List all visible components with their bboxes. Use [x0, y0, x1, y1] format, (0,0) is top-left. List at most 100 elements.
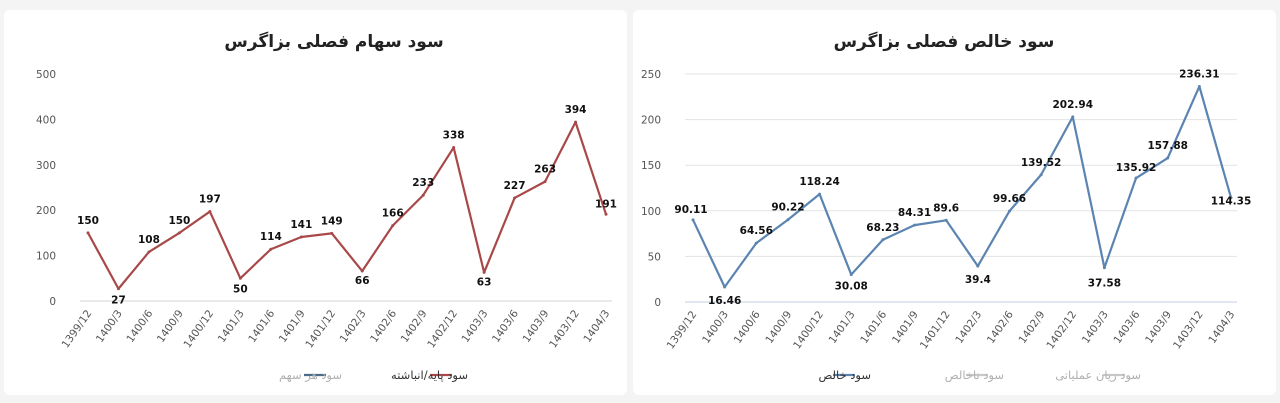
x-tick-label: 1400/6 [732, 309, 763, 346]
data-point [513, 196, 517, 200]
data-label: 99.66 [993, 193, 1026, 205]
data-label: 197 [199, 194, 221, 206]
data-point [391, 224, 395, 228]
x-tick-label: 1402/6 [985, 309, 1016, 346]
legend-label: سود هر سهم [279, 368, 342, 383]
data-label: 191 [595, 198, 617, 210]
data-label: 114.35 [1211, 196, 1252, 208]
chart-title: سود سهام فصلی بزاگرس [224, 31, 443, 52]
x-tick-label: 1402/9 [399, 308, 430, 345]
data-point [574, 120, 578, 124]
data-point [177, 231, 181, 235]
x-tick-label: 1400/12 [791, 309, 826, 352]
data-point [238, 276, 242, 280]
x-tick-label: 1402/3 [338, 308, 369, 345]
x-tick-label: 1404/3 [1206, 309, 1237, 346]
legend-item[interactable]: سود هر سهم [279, 368, 342, 383]
x-tick-label: 1400/9 [155, 308, 186, 345]
x-tick-label: 1400/3 [700, 309, 731, 346]
x-tick-label: 1402/3 [953, 309, 984, 346]
data-point [1039, 173, 1043, 177]
x-tick-label: 1401/6 [858, 309, 889, 346]
data-label: 37.58 [1088, 278, 1121, 290]
data-label: 84.31 [898, 207, 931, 219]
data-label: 89.6 [933, 202, 959, 214]
x-tick-label: 1400/3 [94, 308, 125, 345]
data-label: 166 [382, 208, 404, 220]
legend-item[interactable]: سود ناخالص [945, 368, 1004, 383]
chart-net-profit: سود خالص فصلی بزاگرس 0 50 100 150 200 250 1399… [641, 31, 1252, 383]
legend-item[interactable]: سود خالص [818, 368, 871, 383]
data-label: 227 [504, 180, 526, 192]
x-tick-label: 1401/9 [890, 309, 921, 346]
y-tick-label: 50 [648, 251, 661, 263]
x-tick-label: 1400/9 [763, 309, 794, 346]
y-tick-label: 500 [36, 69, 56, 81]
chart-dividends: سود سهام فصلی بزاگرس 0 100 200 300 400 500 139… [36, 31, 617, 383]
y-tick-label: 150 [641, 160, 661, 172]
data-point [1102, 266, 1106, 270]
data-point [1007, 209, 1011, 213]
data-point [360, 269, 364, 273]
data-point [976, 264, 980, 268]
y-tick-label: 0 [654, 297, 661, 309]
data-point [86, 231, 90, 235]
data-label: 90.22 [771, 202, 804, 214]
data-point [604, 212, 608, 216]
data-point [1071, 115, 1075, 119]
chart-panel-dividends: سود سهام فصلی بزاگرس 0 100 200 300 400 500 139… [4, 10, 627, 395]
data-point [482, 270, 486, 274]
x-tick-label: 1401/12 [918, 309, 953, 352]
y-tick-label: 100 [36, 251, 56, 263]
chart-title: سود خالص فصلی بزاگرس [834, 31, 1055, 52]
x-tick-label: 1402/9 [1017, 309, 1048, 346]
data-point [208, 210, 212, 214]
data-label: 27 [111, 295, 126, 307]
data-point [786, 218, 790, 222]
data-point [818, 192, 822, 196]
y-tick-label: 100 [641, 206, 661, 218]
x-tick-label: 1400/12 [181, 308, 216, 351]
x-tick-label: 1403/6 [1111, 309, 1142, 346]
data-label: 202.94 [1052, 99, 1093, 111]
x-tick-label: 1403/12 [1171, 309, 1206, 352]
x-tick-label: 1402/6 [368, 308, 399, 345]
data-point [944, 218, 948, 222]
data-label: 64.56 [740, 225, 773, 237]
x-tick-label: 1399/12 [60, 308, 95, 351]
data-label: 338 [443, 130, 465, 142]
data-label: 114 [260, 231, 282, 243]
data-point [1197, 84, 1201, 88]
data-label: 30.08 [835, 281, 868, 293]
data-point [691, 218, 695, 222]
x-tick-label: 1403/3 [1080, 309, 1111, 346]
x-tick-label: 1403/3 [460, 308, 491, 345]
data-label: 157.88 [1147, 140, 1188, 152]
data-point [421, 193, 425, 197]
data-point [452, 146, 456, 150]
x-tick-label: 1404/3 [581, 308, 612, 345]
x-tick-label: 1401/12 [303, 308, 338, 351]
y-tick-label: 250 [641, 69, 661, 81]
legend-item[interactable]: سود زیان عملیاتی [1055, 368, 1141, 383]
data-label: 236.31 [1179, 68, 1220, 80]
legend-item[interactable]: سود پایه/انباشته [391, 368, 468, 383]
data-point [116, 287, 120, 291]
data-point [754, 241, 758, 245]
chart-panel-net-profit: سود خالص فصلی بزاگرس 0 50 100 150 200 250 1399… [633, 10, 1276, 395]
legend-label: سود ناخالص [945, 368, 1004, 383]
data-label: 150 [168, 215, 190, 227]
data-label: 141 [290, 219, 312, 231]
x-tick-label: 1401/3 [827, 309, 858, 346]
data-point [543, 180, 547, 184]
x-tick-label: 1403/9 [520, 308, 551, 345]
data-point [330, 231, 334, 235]
data-label: 394 [565, 104, 587, 116]
y-tick-label: 300 [36, 160, 56, 172]
data-label: 263 [534, 164, 556, 176]
data-label: 63 [477, 276, 492, 288]
x-tick-label: 1402/12 [1044, 309, 1079, 352]
series-line [692, 85, 1233, 289]
series-line [87, 121, 608, 290]
x-tick-label: 1403/6 [490, 308, 521, 345]
